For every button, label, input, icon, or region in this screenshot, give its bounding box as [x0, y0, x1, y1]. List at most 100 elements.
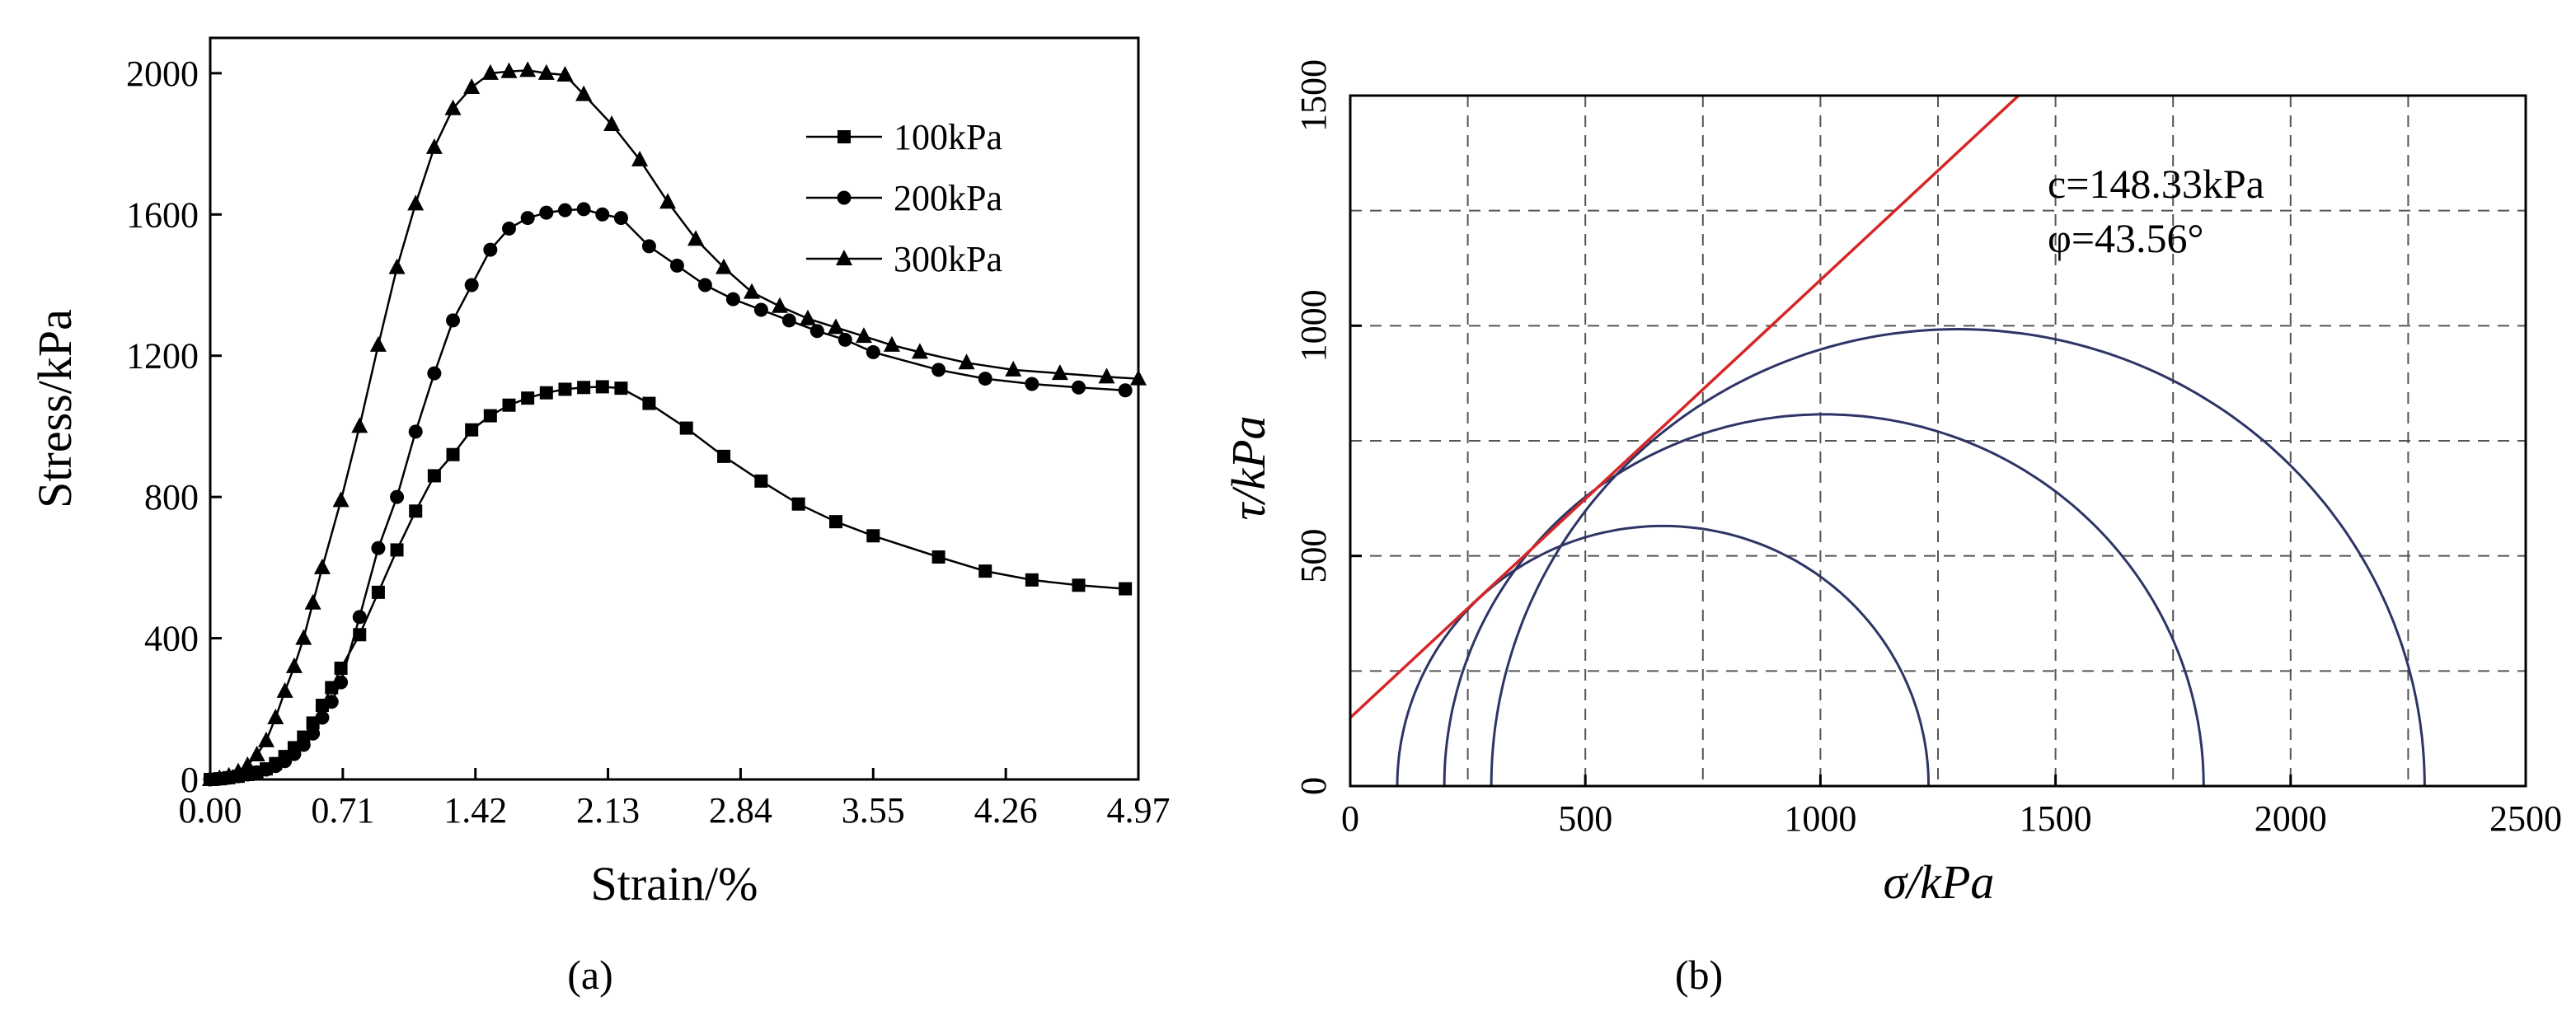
- data-point-300kPa: [556, 66, 574, 82]
- mohr-circle-100kPa: [1396, 524, 1931, 787]
- data-point-200kPa: [539, 205, 554, 220]
- data-point-300kPa: [1005, 360, 1022, 377]
- data-point-300kPa: [463, 78, 481, 94]
- data-point-100kPa: [614, 381, 628, 395]
- data-point-300kPa: [295, 629, 312, 645]
- legend-marker-300kPa: [836, 250, 852, 265]
- data-point-100kPa: [978, 564, 992, 578]
- data-point-200kPa: [866, 344, 880, 359]
- data-point-300kPa: [425, 138, 443, 154]
- data-point-100kPa: [1025, 573, 1039, 587]
- data-point-100kPa: [446, 447, 460, 461]
- legend-marker-100kPa: [838, 130, 851, 143]
- x-tick-label: 4.97: [1107, 790, 1171, 831]
- y-tick-label: 0: [1293, 777, 1334, 795]
- data-point-200kPa: [838, 332, 852, 347]
- data-point-300kPa: [276, 681, 293, 698]
- data-point-100kPa: [931, 550, 945, 564]
- data-point-200kPa: [978, 372, 992, 386]
- x-tick-label: 1.42: [443, 790, 507, 831]
- x-tick-label: 2.84: [709, 790, 772, 831]
- data-point-300kPa: [772, 297, 789, 313]
- data-point-200kPa: [296, 737, 311, 752]
- data-point-300kPa: [687, 230, 705, 246]
- panel-a-ticks: 0.00 0.71 1.42 2.13 2.84 3.55 4.26 4.97 0 400 800 1…: [126, 54, 1171, 831]
- data-point-300kPa: [911, 343, 928, 359]
- cohesion-annotation: c=148.33kPa: [2048, 161, 2264, 207]
- data-point-100kPa: [502, 398, 516, 412]
- data-point-300kPa: [267, 709, 284, 724]
- panel-b-mohr-circles: 0 500 1000 1500 2000 2500 0 500 1000 1500 σ/kPa τ…: [1222, 59, 2562, 998]
- data-point-300kPa: [659, 193, 677, 209]
- data-point-300kPa: [958, 353, 975, 370]
- panel-a-x-axis-label: Strain/%: [591, 857, 758, 910]
- panel-b-x-axis-label: σ/kPa: [1884, 855, 1995, 909]
- data-point-300kPa: [332, 491, 350, 508]
- data-point-200kPa: [287, 747, 302, 761]
- data-point-100kPa: [483, 409, 497, 423]
- mohr-circle-300kPa: [1490, 327, 2426, 787]
- data-point-100kPa: [1072, 578, 1086, 592]
- data-point-300kPa: [575, 85, 593, 101]
- data-point-300kPa: [444, 99, 462, 115]
- legend-marker-200kPa: [837, 190, 852, 205]
- series-line-300kPa: [209, 69, 1139, 781]
- data-point-200kPa: [306, 726, 321, 741]
- data-point-300kPa: [257, 731, 274, 747]
- panel-a-plot-marks: [202, 61, 1147, 787]
- legend-label: 200kPa: [894, 178, 1002, 218]
- data-point-300kPa: [229, 762, 246, 779]
- data-point-100kPa: [679, 421, 693, 435]
- y-tick-label: 400: [144, 619, 199, 659]
- data-point-100kPa: [577, 381, 591, 395]
- data-point-200kPa: [781, 313, 796, 328]
- data-point-100kPa: [390, 543, 404, 557]
- data-point-300kPa: [285, 657, 303, 673]
- data-point-300kPa: [500, 62, 518, 78]
- data-point-100kPa: [1119, 582, 1133, 596]
- y-tick-label: 500: [1293, 529, 1334, 583]
- data-point-200kPa: [408, 424, 423, 439]
- data-point-200kPa: [809, 324, 824, 339]
- friction-angle-annotation: φ=43.56°: [2048, 215, 2204, 261]
- data-point-100kPa: [717, 449, 731, 463]
- y-tick-label: 1200: [126, 336, 199, 377]
- x-tick-label: 2500: [2489, 798, 2562, 839]
- y-tick-label: 1600: [126, 194, 199, 235]
- series-line-200kPa: [209, 208, 1126, 781]
- data-point-200kPa: [464, 278, 479, 293]
- panel-b-label: (b): [1675, 952, 1723, 998]
- data-point-300kPa: [883, 335, 900, 352]
- data-point-300kPa: [855, 327, 872, 344]
- panel-b-plot-marks: [1349, 94, 2426, 787]
- data-point-200kPa: [483, 242, 498, 257]
- data-point-200kPa: [315, 710, 330, 725]
- data-point-300kPa: [388, 258, 406, 274]
- data-point-200kPa: [725, 292, 740, 307]
- x-tick-label: 1000: [1784, 798, 1856, 839]
- data-point-300kPa: [716, 258, 733, 274]
- data-point-200kPa: [641, 239, 656, 254]
- x-tick-label: 2.13: [576, 790, 640, 831]
- x-tick-label: 500: [1558, 798, 1612, 839]
- panel-a-stress-strain: 0.00 0.71 1.42 2.13 2.84 3.55 4.26 4.97 0 400 800 1…: [28, 36, 1171, 998]
- data-point-200kPa: [371, 541, 386, 555]
- data-point-200kPa: [753, 302, 768, 317]
- series-200kPa: [203, 202, 1133, 787]
- x-tick-label: 3.55: [842, 790, 905, 831]
- data-point-200kPa: [446, 313, 461, 328]
- x-tick-label: 1500: [2020, 798, 2092, 839]
- panel-a-y-axis-label: Stress/kPa: [28, 309, 82, 508]
- panel-a-plot-frame: [209, 36, 1140, 781]
- y-tick-label: 1000: [1293, 289, 1334, 362]
- panel-b-plot-frame: [1349, 94, 2527, 788]
- data-point-300kPa: [369, 335, 387, 352]
- y-tick-label: 0: [181, 760, 199, 800]
- data-point-200kPa: [931, 363, 946, 377]
- data-point-300kPa: [827, 318, 844, 335]
- data-point-200kPa: [334, 675, 349, 690]
- data-point-300kPa: [1098, 367, 1115, 384]
- panel-b-y-axis-label: τ/kPa: [1222, 415, 1275, 520]
- x-tick-label: 0: [1341, 798, 1359, 839]
